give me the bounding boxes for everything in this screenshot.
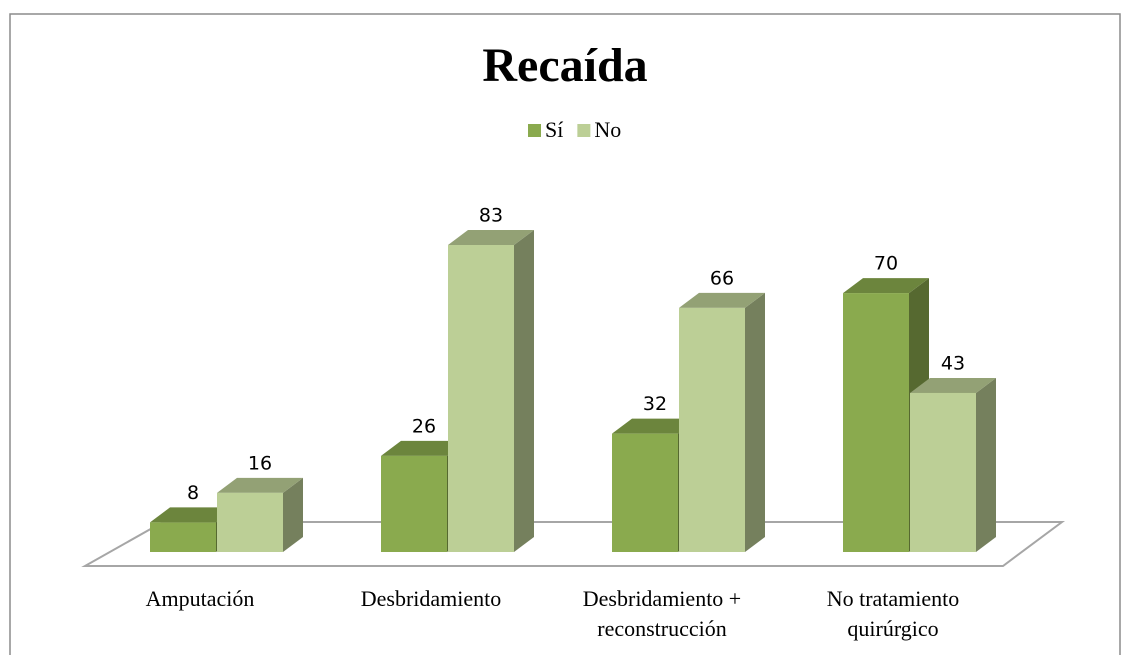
- value-label: 8: [187, 482, 199, 504]
- bar-top: [843, 278, 929, 294]
- bar-top: [381, 440, 467, 456]
- bar-top: [217, 477, 303, 493]
- value-label: 66: [710, 267, 734, 289]
- legend-swatch: [528, 124, 541, 137]
- bar: [910, 392, 976, 552]
- bar: [150, 522, 216, 552]
- value-label: 43: [941, 352, 965, 374]
- x-tick-label: No tratamiento quirúrgico: [826, 586, 960, 641]
- legend-swatch: [577, 124, 591, 137]
- x-tick-label: Desbridamiento + reconstrucción: [582, 586, 742, 641]
- floor: [81, 521, 1066, 567]
- legend-label: Sí: [545, 117, 563, 142]
- value-label: 26: [412, 415, 436, 437]
- value-label: 16: [248, 452, 272, 474]
- bar-top: [448, 230, 534, 245]
- bar: [843, 293, 909, 552]
- bar-top: [612, 418, 698, 434]
- bar: [448, 245, 514, 552]
- bar-side: [283, 477, 303, 552]
- bar: [679, 307, 745, 552]
- x-tick-label: Amputación: [145, 586, 255, 611]
- value-label: 32: [643, 393, 667, 415]
- bar-side: [514, 230, 534, 552]
- x-tick-label: Desbridamiento: [360, 586, 502, 611]
- bar-top: [679, 292, 765, 308]
- bar-top: [150, 507, 236, 523]
- chart-border: [9, 13, 1121, 655]
- bar-top: [910, 377, 996, 393]
- value-label: 70: [874, 253, 898, 275]
- bar: [612, 433, 678, 552]
- value-label: 83: [479, 205, 503, 227]
- bar: [381, 455, 447, 552]
- bar-side: [976, 377, 996, 552]
- bar: [217, 492, 283, 552]
- bar-side: [745, 292, 765, 552]
- legend-label: No: [594, 117, 621, 142]
- chart-title: Recaída: [482, 39, 647, 92]
